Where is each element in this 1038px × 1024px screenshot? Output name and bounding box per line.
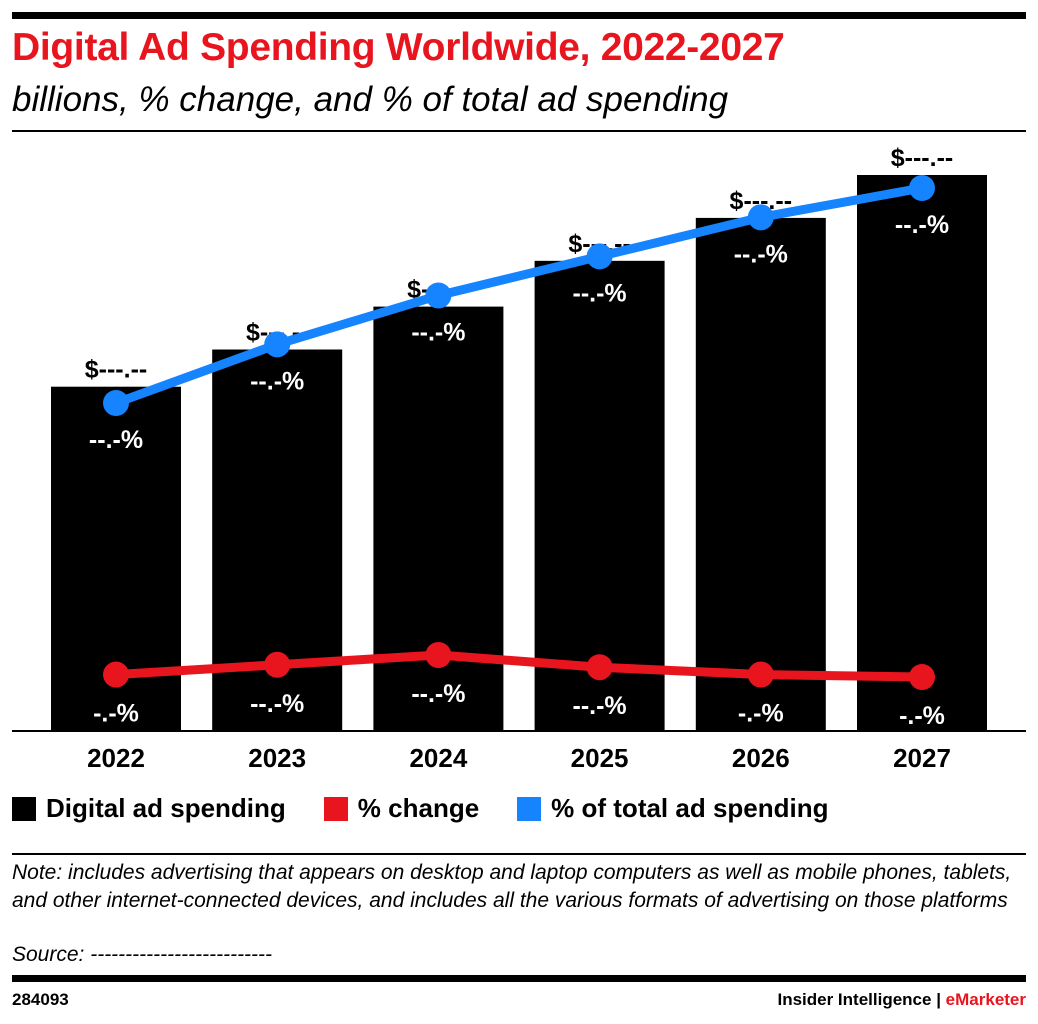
legend-label-share: % of total ad spending	[551, 793, 829, 823]
share-point-2027	[909, 175, 935, 201]
change-label-2022: -.-%	[93, 700, 139, 728]
legend: Digital ad spending % change % of total …	[12, 793, 867, 824]
legend-swatch-spending	[12, 796, 36, 821]
brand-separator: |	[931, 990, 946, 1009]
note-rule	[12, 853, 1026, 855]
share-point-2025	[586, 243, 613, 270]
share-label-2027: --.-%	[895, 211, 949, 239]
x-tick-2025: 2025	[571, 743, 629, 773]
chart-title: Digital Ad Spending Worldwide, 2022-2027	[12, 26, 785, 69]
legend-swatch-change	[323, 796, 348, 821]
bar-2027	[857, 175, 987, 730]
legend-label-change: % change	[357, 793, 480, 823]
x-tick-2027: 2027	[893, 743, 951, 773]
share-point-2026	[747, 204, 774, 231]
change-point-2027	[909, 664, 935, 690]
change-point-2025	[586, 654, 613, 681]
chart-area: $---.--$---.--$---.--$---.--$---.--$---.…	[12, 144, 1026, 773]
change-label-2023: --.-%	[250, 690, 304, 718]
change-label-2027: -.-%	[899, 702, 945, 730]
x-tick-2026: 2026	[732, 743, 790, 773]
brand-insider: Insider Intelligence	[777, 990, 932, 1009]
x-tick-2023: 2023	[248, 743, 306, 773]
brand: Insider Intelligence | eMarketer	[777, 990, 1026, 1010]
change-point-2026	[747, 661, 774, 688]
share-point-2022	[103, 390, 129, 416]
share-label-2023: --.-%	[250, 367, 304, 395]
bar-2026	[695, 217, 826, 731]
chart-subtitle: billions, % change, and % of total ad sp…	[12, 80, 729, 119]
chart-note: Note: includes advertising that appears …	[12, 861, 1012, 912]
change-point-2022	[103, 661, 129, 688]
share-label-2025: --.-%	[573, 279, 627, 307]
x-tick-2022: 2022	[87, 743, 145, 773]
change-label-2025: --.-%	[573, 692, 627, 720]
subtitle-rule	[12, 130, 1026, 132]
legend-item-change: % change	[323, 793, 480, 824]
bar-value-label-2022: $---.--	[85, 356, 147, 384]
legend-item-spending: Digital ad spending	[12, 793, 286, 824]
share-point-2024	[425, 282, 452, 309]
share-line	[111, 183, 927, 408]
change-line	[111, 650, 927, 682]
chart-id: 284093	[12, 990, 69, 1009]
chart-source: Source: --------------------------	[12, 943, 273, 966]
bar-2025	[534, 260, 665, 730]
top-rule	[12, 12, 1026, 19]
bottom-rule	[12, 975, 1026, 982]
share-label-2026: --.-%	[734, 240, 788, 268]
bar-value-label-2027: $---.--	[891, 144, 953, 172]
legend-swatch-share	[517, 796, 542, 821]
legend-item-share: % of total ad spending	[517, 793, 829, 824]
share-label-2022: --.-%	[89, 426, 143, 454]
change-label-2024: --.-%	[411, 680, 465, 708]
change-label-2026: -.-%	[738, 700, 784, 728]
legend-label-spending: Digital ad spending	[46, 793, 286, 823]
share-label-2024: --.-%	[411, 319, 465, 347]
change-point-2024	[425, 642, 452, 668]
share-point-2023	[264, 331, 291, 358]
x-tick-2024: 2024	[409, 743, 467, 773]
brand-emarketer: eMarketer	[945, 990, 1026, 1009]
change-point-2023	[264, 651, 291, 678]
